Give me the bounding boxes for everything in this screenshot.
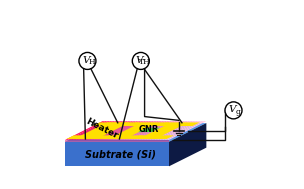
Text: Heater: Heater bbox=[84, 117, 119, 141]
Polygon shape bbox=[164, 121, 204, 140]
Polygon shape bbox=[140, 121, 180, 140]
Polygon shape bbox=[135, 121, 175, 140]
Polygon shape bbox=[94, 121, 133, 140]
Polygon shape bbox=[88, 121, 128, 140]
Polygon shape bbox=[75, 122, 130, 139]
Polygon shape bbox=[151, 121, 191, 140]
Text: H: H bbox=[88, 58, 95, 67]
Polygon shape bbox=[65, 121, 105, 140]
Polygon shape bbox=[92, 122, 139, 126]
Polygon shape bbox=[158, 122, 200, 126]
Text: Subtrate (Si): Subtrate (Si) bbox=[85, 150, 156, 160]
Circle shape bbox=[79, 52, 96, 69]
Polygon shape bbox=[138, 121, 178, 140]
Polygon shape bbox=[117, 121, 157, 140]
Polygon shape bbox=[102, 135, 143, 139]
Polygon shape bbox=[166, 121, 206, 140]
Polygon shape bbox=[86, 121, 126, 140]
Polygon shape bbox=[130, 121, 170, 140]
Polygon shape bbox=[67, 135, 113, 139]
Polygon shape bbox=[68, 121, 108, 140]
Polygon shape bbox=[104, 121, 144, 140]
Polygon shape bbox=[143, 121, 183, 140]
Polygon shape bbox=[133, 121, 173, 140]
Polygon shape bbox=[73, 121, 113, 140]
Polygon shape bbox=[109, 121, 149, 140]
Polygon shape bbox=[78, 121, 118, 140]
Polygon shape bbox=[112, 121, 152, 140]
Polygon shape bbox=[156, 121, 196, 140]
Polygon shape bbox=[128, 122, 169, 126]
Polygon shape bbox=[107, 121, 147, 140]
Polygon shape bbox=[96, 121, 136, 140]
Polygon shape bbox=[109, 123, 157, 139]
Text: GNR: GNR bbox=[138, 125, 159, 134]
Polygon shape bbox=[125, 121, 165, 140]
Polygon shape bbox=[154, 121, 193, 140]
Text: V: V bbox=[228, 105, 236, 114]
Polygon shape bbox=[122, 121, 162, 140]
Polygon shape bbox=[169, 123, 206, 166]
Polygon shape bbox=[138, 128, 160, 132]
Circle shape bbox=[225, 102, 242, 119]
Polygon shape bbox=[65, 142, 169, 166]
Text: TH: TH bbox=[139, 58, 151, 67]
Polygon shape bbox=[70, 121, 110, 140]
Polygon shape bbox=[65, 123, 206, 142]
Polygon shape bbox=[146, 121, 185, 140]
Polygon shape bbox=[148, 121, 188, 140]
Polygon shape bbox=[65, 140, 169, 142]
Polygon shape bbox=[139, 123, 188, 139]
Polygon shape bbox=[114, 121, 154, 140]
Polygon shape bbox=[120, 121, 160, 140]
Polygon shape bbox=[83, 121, 123, 140]
Circle shape bbox=[132, 52, 149, 69]
Polygon shape bbox=[75, 121, 116, 140]
Text: g: g bbox=[235, 108, 240, 116]
Polygon shape bbox=[91, 121, 131, 140]
Polygon shape bbox=[99, 121, 139, 140]
Polygon shape bbox=[127, 121, 168, 140]
Polygon shape bbox=[102, 121, 141, 140]
Polygon shape bbox=[161, 121, 201, 140]
Polygon shape bbox=[133, 135, 174, 139]
Polygon shape bbox=[159, 121, 199, 140]
Polygon shape bbox=[81, 121, 121, 140]
Text: V: V bbox=[82, 56, 90, 65]
Text: V: V bbox=[136, 56, 143, 65]
